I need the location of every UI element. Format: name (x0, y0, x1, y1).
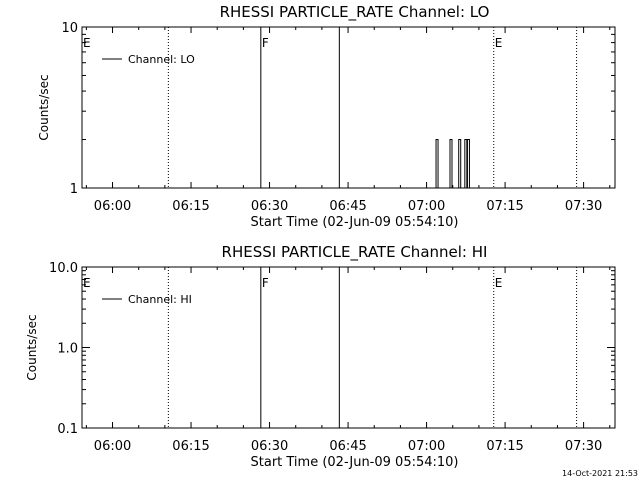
y-tick-label: 10.0 (49, 261, 78, 276)
x-tick-label: 06:45 (329, 199, 366, 214)
x-tick-label: 07:30 (565, 439, 602, 454)
data-spike (435, 139, 439, 188)
x-tick-label: 06:30 (251, 199, 288, 214)
y-tick-label: 1 (70, 182, 78, 197)
x-tick-label: 07:00 (408, 439, 445, 454)
event-marker-label: E (83, 36, 91, 50)
x-tick-label: 06:15 (172, 439, 209, 454)
legend-label: Channel: HI (128, 293, 192, 306)
x-tick-label: 06:15 (172, 199, 209, 214)
x-tick-label: 06:45 (329, 439, 366, 454)
x-tick-label: 07:15 (486, 439, 523, 454)
y-tick-label: 10 (61, 21, 78, 36)
x-tick-label: 07:00 (408, 199, 445, 214)
data-spike (458, 139, 462, 188)
data-spike (449, 139, 453, 188)
x-tick-label: 07:30 (565, 199, 602, 214)
event-marker-label: E (495, 276, 503, 290)
series-line (435, 139, 470, 188)
x-tick-label: 06:00 (94, 439, 131, 454)
x-axis-label: Start Time (02-Jun-09 05:54:10) (251, 455, 459, 470)
data-spike (466, 139, 470, 188)
chart-title: RHESSI PARTICLE_RATE Channel: HI (222, 243, 488, 262)
x-tick-label: 06:30 (251, 439, 288, 454)
event-marker-label: F (262, 36, 269, 50)
x-tick-label: 07:15 (486, 199, 523, 214)
x-tick-label: 06:00 (94, 199, 131, 214)
y-tick-label: 0.1 (57, 422, 78, 437)
event-marker-label: E (83, 276, 91, 290)
y-tick-label: 1.0 (57, 342, 78, 357)
event-marker-label: F (262, 276, 269, 290)
data-spike (464, 139, 468, 188)
generation-timestamp: 14-Oct-2021 21:53 (562, 469, 638, 478)
event-marker-label: E (495, 36, 503, 50)
x-axis-label: Start Time (02-Jun-09 05:54:10) (251, 215, 459, 230)
chart-panel-1: RHESSI PARTICLE_RATE Channel: LO Start Ti… (37, 3, 616, 230)
legend-label: Channel: LO (128, 53, 195, 66)
y-axis-label: Counts/sec (25, 314, 39, 380)
y-axis-label: Counts/sec (37, 74, 51, 140)
chart-title: RHESSI PARTICLE_RATE Channel: LO (220, 3, 490, 22)
chart-panel-2: RHESSI PARTICLE_RATE Channel: HI Start Ti… (25, 243, 616, 470)
